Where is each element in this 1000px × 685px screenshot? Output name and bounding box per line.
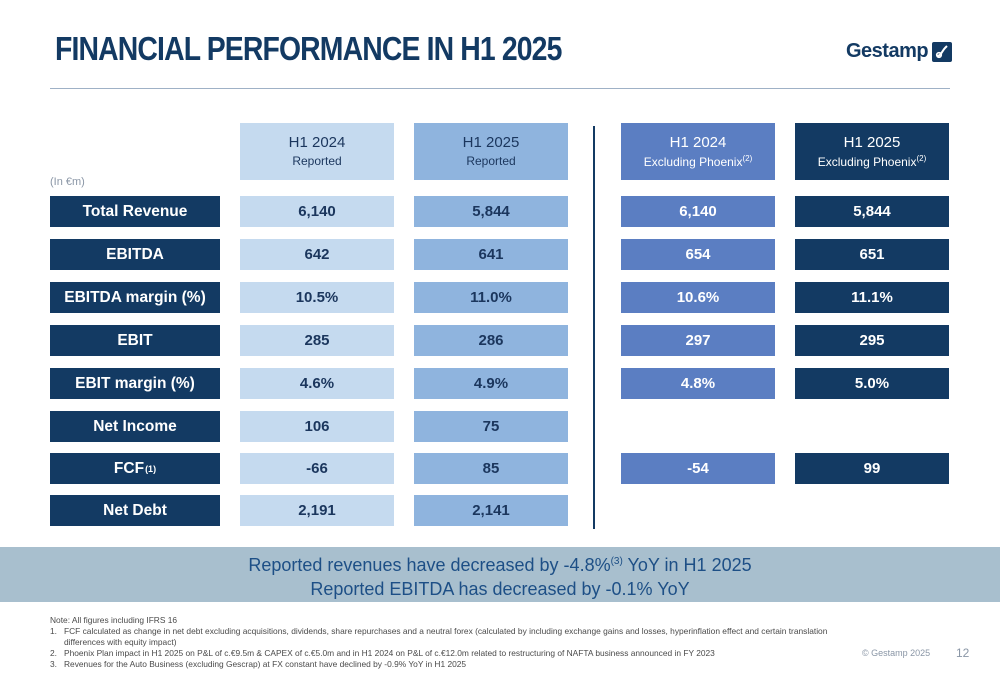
highlight-banner: Reported revenues have decreased by -4.8… xyxy=(0,547,1000,602)
table-cell: 297 xyxy=(621,325,775,356)
table-cell: 4.6% xyxy=(240,368,394,399)
column-header-h1-2024-reported: H1 2024 Reported xyxy=(240,123,394,180)
table-cell: 10.5% xyxy=(240,282,394,313)
table-cell: 106 xyxy=(240,411,394,442)
table-cell: 99 xyxy=(795,453,949,484)
table-cell: 10.6% xyxy=(621,282,775,313)
column-period: H1 2025 xyxy=(462,134,520,151)
copyright: © Gestamp 2025 xyxy=(862,648,931,658)
footnotes: Note: All figures including IFRS 16 1. FC… xyxy=(50,615,850,670)
column-header-h1-2025-excl-phoenix: H1 2025 Excluding Phoenix(2) xyxy=(795,123,949,180)
footnote-ref: (2) xyxy=(742,154,753,163)
table-cell: 5,844 xyxy=(414,196,568,227)
footnote-item: 2. Phoenix Plan impact in H1 2025 on P&L … xyxy=(50,648,715,658)
banner-line-1: Reported revenues have decreased by -4.8… xyxy=(248,555,752,575)
notes-intro: Note: All figures including IFRS 16 xyxy=(50,615,178,625)
banner-line-2: Reported EBITDA has decreased by -0.1% Y… xyxy=(310,579,690,599)
row-label: Net Debt xyxy=(50,495,220,526)
column-basis: Excluding Phoenix(2) xyxy=(643,154,753,169)
table-cell: 286 xyxy=(414,325,568,356)
column-period: H1 2024 xyxy=(288,134,346,151)
page-title: FINANCIAL PERFORMANCE IN H1 2025 xyxy=(55,30,562,67)
table-cell: 85 xyxy=(414,453,568,484)
footnote-ref: (2) xyxy=(916,154,927,163)
row-label: EBITDA xyxy=(50,239,220,270)
table-cell: 11.0% xyxy=(414,282,568,313)
table-cell: 642 xyxy=(240,239,394,270)
table-cell: -66 xyxy=(240,453,394,484)
footnote-item: 1. FCF calculated as change in net debt e… xyxy=(50,626,828,647)
row-label: EBIT margin (%) xyxy=(50,368,220,399)
table-cell: -54 xyxy=(621,453,775,484)
table-cell: 2,191 xyxy=(240,495,394,526)
table-cell: 75 xyxy=(414,411,568,442)
unit-label: (In €m) xyxy=(50,176,85,188)
section-divider xyxy=(593,126,595,529)
column-header-h1-2024-excl-phoenix: H1 2024 Excluding Phoenix(2) xyxy=(621,123,775,180)
table-cell: 641 xyxy=(414,239,568,270)
column-period: H1 2025 xyxy=(843,134,901,151)
row-label: Total Revenue xyxy=(50,196,220,227)
table-cell: 6,140 xyxy=(240,196,394,227)
column-period: H1 2024 xyxy=(669,134,727,151)
column-basis: Reported xyxy=(466,154,516,168)
row-label: Net Income xyxy=(50,411,220,442)
row-label: FCF (1) xyxy=(50,453,220,484)
footnote-ref: (1) xyxy=(145,463,157,474)
table-cell: 2,141 xyxy=(414,495,568,526)
table-cell: 5,844 xyxy=(795,196,949,227)
logo-text: Gestamp xyxy=(846,40,929,62)
page-number: 12 xyxy=(956,646,970,660)
table-cell: 4.9% xyxy=(414,368,568,399)
column-basis: Reported xyxy=(292,154,342,168)
table-cell: 651 xyxy=(795,239,949,270)
table-cell: 654 xyxy=(621,239,775,270)
table-cell: 5.0% xyxy=(795,368,949,399)
row-label: EBIT xyxy=(50,325,220,356)
row-label: EBITDA margin (%) xyxy=(50,282,220,313)
table-cell: 295 xyxy=(795,325,949,356)
company-logo: Gestamp xyxy=(846,40,953,63)
column-basis: Excluding Phoenix(2) xyxy=(817,154,927,169)
gestamp-logo-icon xyxy=(932,41,953,62)
table-cell: 6,140 xyxy=(621,196,775,227)
column-header-h1-2025-reported: H1 2025 Reported xyxy=(414,123,568,180)
footnote-item: 3. Revenues for the Auto Business (exclud… xyxy=(50,659,467,669)
header-divider xyxy=(50,88,950,89)
table-cell: 285 xyxy=(240,325,394,356)
table-cell: 4.8% xyxy=(621,368,775,399)
table-cell: 11.1% xyxy=(795,282,949,313)
